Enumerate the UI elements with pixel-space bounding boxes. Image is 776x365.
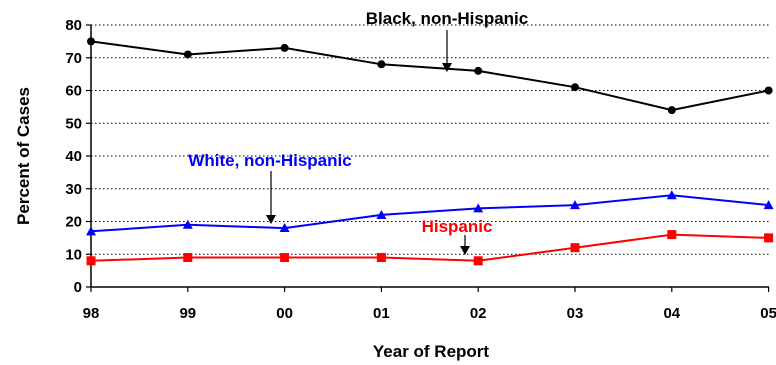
series-arrowhead-white [266,215,276,224]
data-point [376,209,387,219]
data-point [571,83,579,92]
gridlines [86,24,769,288]
data-point [86,256,96,266]
y-tick-label: 40 [65,148,82,165]
y-tick-label: 10 [65,246,82,263]
data-point [376,253,386,263]
data-point [279,223,290,233]
data-point [763,200,774,210]
data-point [666,190,677,200]
data-point [377,60,386,69]
series [86,37,774,266]
data-point [280,43,289,52]
series-line-1 [90,194,769,233]
data-point [764,86,773,95]
data-point [183,253,193,263]
data-point [570,243,580,253]
data-point [764,233,774,243]
series-arrowhead-hispanic [460,246,470,255]
x-tick-label: 04 [663,305,680,322]
y-tick-label: 70 [65,50,82,67]
data-point [86,226,96,236]
y-tick-label: 80 [65,17,82,34]
data-point [667,106,676,115]
axes [90,25,769,288]
series-arrowhead-black [442,63,452,72]
y-tick-labels: 0 10 20 30 40 50 60 70 80 [65,17,82,296]
data-point [183,50,192,59]
y-tick-label: 30 [65,181,82,198]
x-tick-label: 05 [760,305,776,322]
x-tick-label: 99 [179,305,196,322]
x-tick-label: 98 [83,305,100,322]
x-tick-label: 01 [373,305,390,322]
x-tick-labels: 98 99 00 01 02 03 04 05 [83,287,776,322]
series-line-0 [90,40,769,112]
y-axis-title: Percent of Cases [14,87,33,225]
data-point [87,37,95,46]
series-label-white: White, non-Hispanic [188,151,351,170]
y-tick-label: 0 [74,279,82,296]
data-point [473,256,483,266]
data-point [474,66,483,75]
data-point [667,230,677,240]
series-line-2 [90,233,769,262]
series-label-hispanic: Hispanic [422,217,493,236]
data-point [182,219,193,229]
data-point [570,200,580,210]
data-point [280,253,290,263]
data-point [473,203,484,213]
y-tick-label: 60 [65,83,82,100]
x-tick-label: 00 [276,305,293,322]
x-tick-label: 02 [470,305,487,322]
y-tick-label: 20 [65,214,82,231]
x-tick-label: 03 [567,305,584,322]
x-axis-title: Year of Report [373,342,490,361]
series-label-black: Black, non-Hispanic [366,9,528,28]
y-tick-label: 50 [65,115,82,132]
